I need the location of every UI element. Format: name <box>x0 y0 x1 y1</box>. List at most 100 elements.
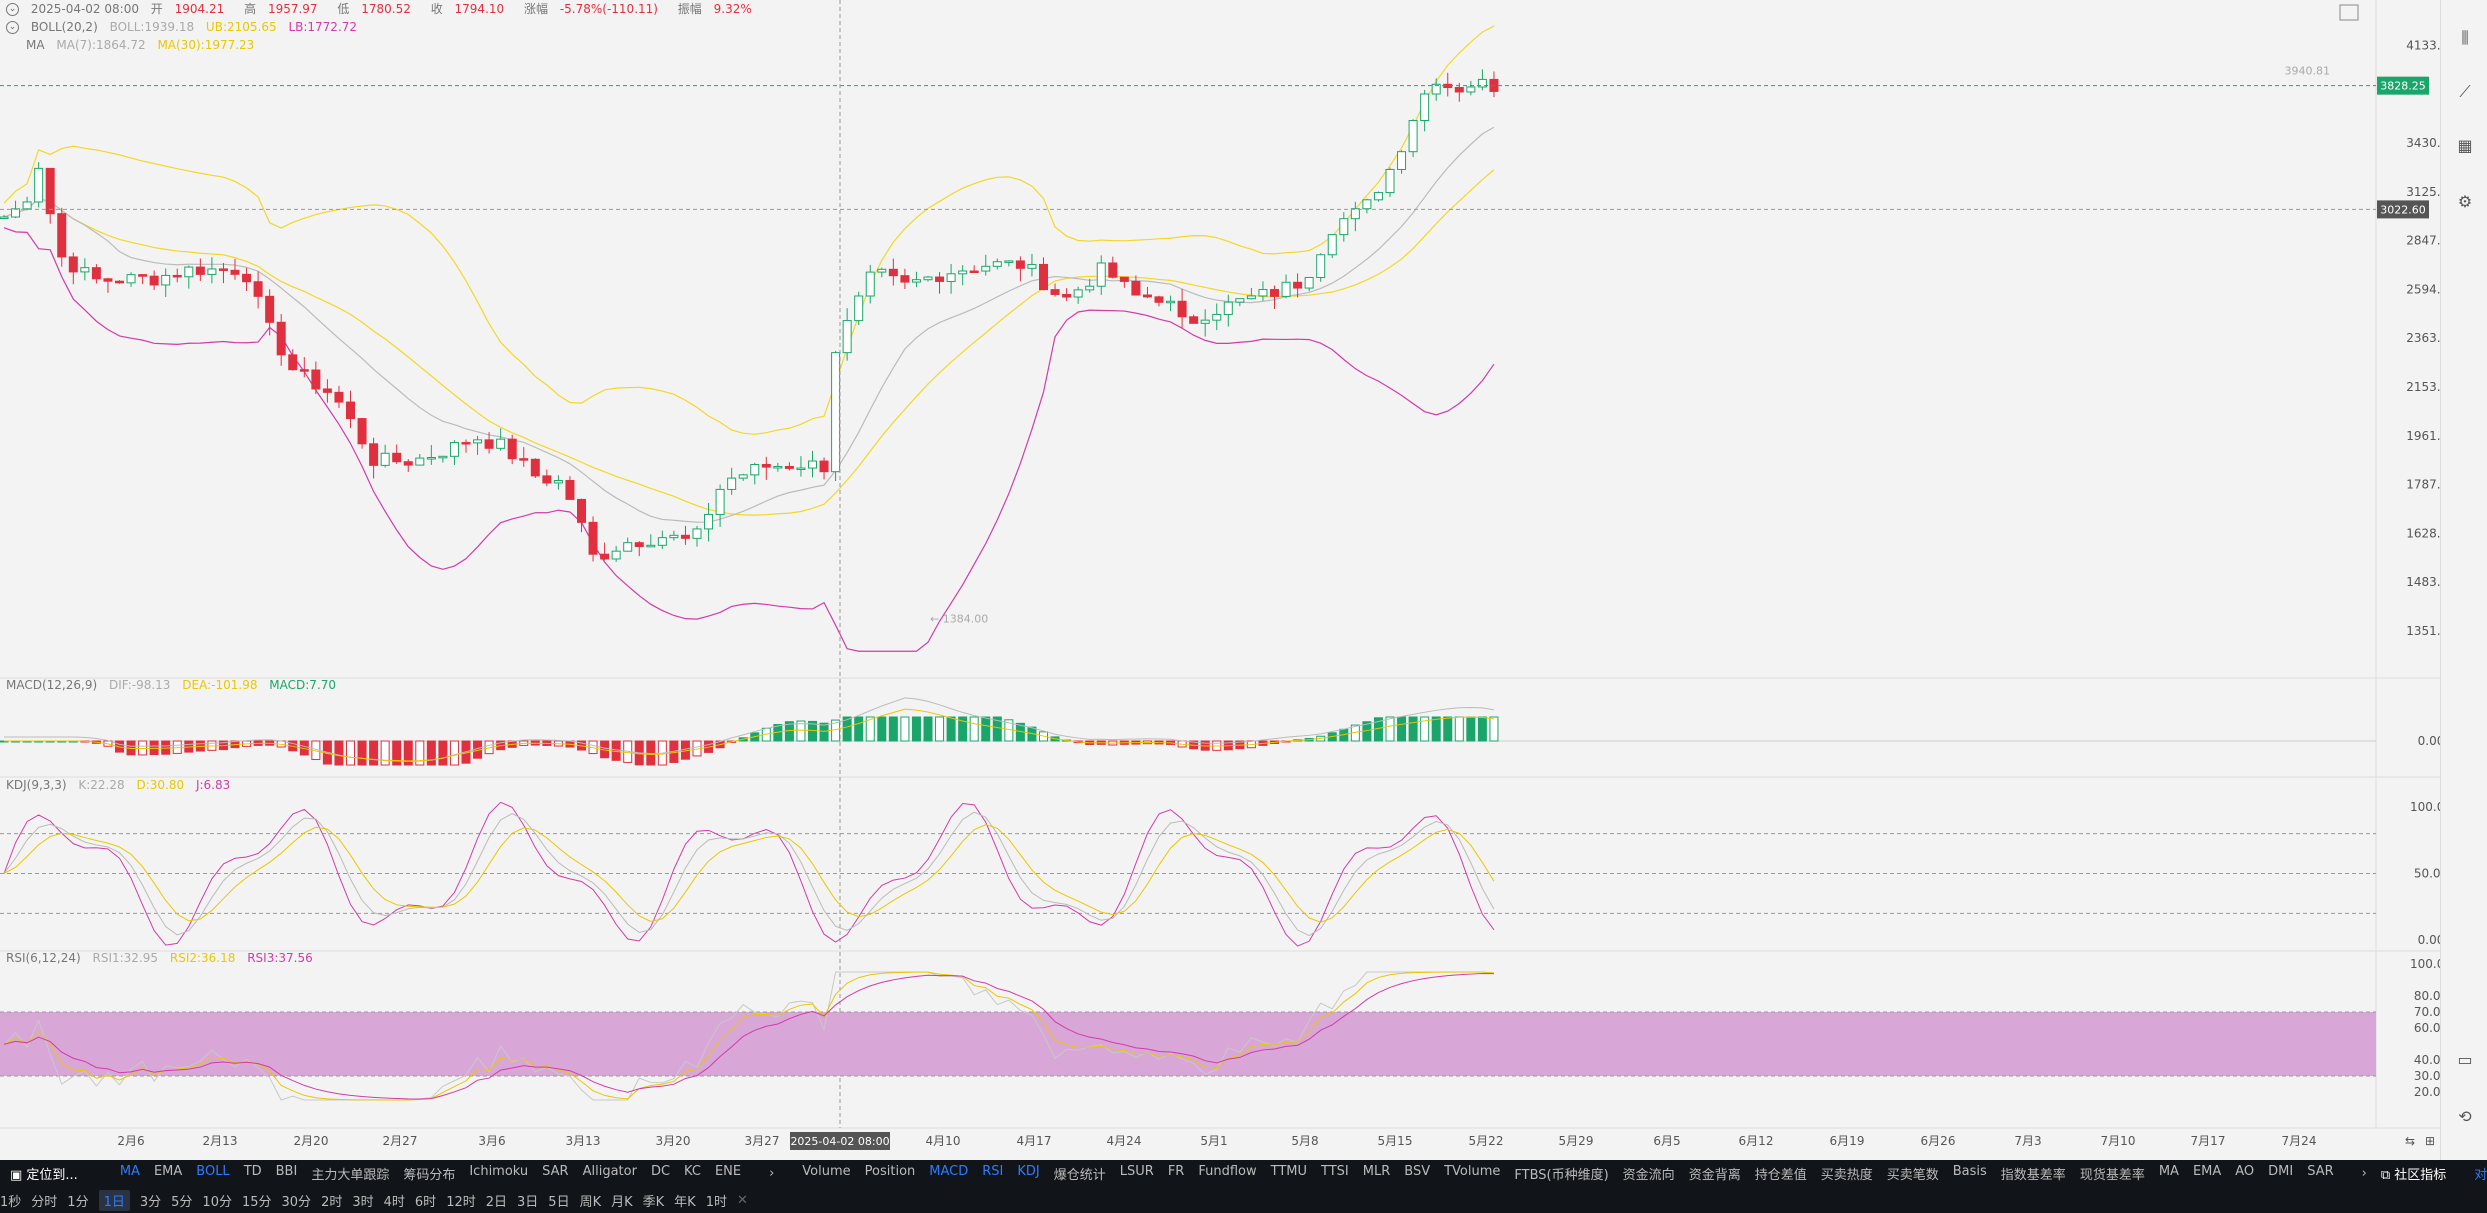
community-button[interactable]: ⧉ 社区指标 <box>2380 1167 2447 1183</box>
sub-indicator-tab[interactable]: AO <box>2235 1163 2255 1179</box>
sub-indicator-tab[interactable]: 资金流向 <box>1622 1167 1675 1183</box>
sub-indicator-tab[interactable]: EMA <box>2192 1163 2222 1179</box>
k-value: K:22.28 <box>78 778 125 792</box>
locate-label: 定位到... <box>26 1167 78 1183</box>
sub-indicator-tab[interactable]: MLR <box>1362 1163 1391 1179</box>
interval-tab[interactable]: 12时 <box>446 1194 476 1210</box>
sub-indicator-tab[interactable]: TTSI <box>1321 1163 1349 1179</box>
sub-indicator-tab[interactable]: FR <box>1167 1163 1185 1179</box>
interval-tab[interactable]: 3日 <box>517 1194 539 1210</box>
interval-tab[interactable]: 30分 <box>281 1194 312 1210</box>
sub-indicator-tab[interactable]: KDJ <box>1017 1163 1040 1179</box>
chart-area[interactable]: 4133.57 3430.88 3125.69 2847.64 2594.33 2363.… <box>0 0 2440 1160</box>
more-sub-icon[interactable]: › <box>2361 1165 2367 1181</box>
main-indicator-tab[interactable]: TD <box>243 1163 262 1179</box>
candle-body <box>1431 83 1441 95</box>
candle-body <box>1004 260 1014 263</box>
sub-indicator-tab[interactable]: 爆仓统计 <box>1053 1167 1106 1183</box>
main-indicator-tab[interactable]: Alligator <box>582 1163 637 1179</box>
sub-indicator-tab[interactable]: Fundflow <box>1198 1163 1257 1179</box>
interval-tab[interactable]: 年K <box>674 1194 696 1210</box>
sub-indicator-tab[interactable]: BSV <box>1404 1163 1431 1179</box>
sub-indicator-tab[interactable]: MACD <box>929 1163 969 1179</box>
interval-tab[interactable]: 3分 <box>139 1194 162 1210</box>
chart-canvas[interactable]: 4133.57 3430.88 3125.69 2847.64 2594.33 2363.… <box>0 0 2440 1160</box>
ma-name[interactable]: MA <box>26 38 45 52</box>
macd-name[interactable]: MACD(12,26,9) <box>6 678 98 692</box>
main-indicator-tab[interactable]: DC <box>650 1163 671 1179</box>
settings-icon[interactable]: ⚙ <box>2457 192 2473 211</box>
interval-tab[interactable]: 2时 <box>321 1194 343 1210</box>
main-indicator-tab[interactable]: BBI <box>275 1163 298 1179</box>
sub-indicator-tab[interactable]: FTBS(币种维度) <box>1514 1167 1609 1183</box>
sub-indicator-tab[interactable]: 买卖热度 <box>1820 1167 1873 1183</box>
close-icon[interactable]: ✕ <box>736 1192 748 1208</box>
interval-tab[interactable]: 2日 <box>485 1194 508 1210</box>
sub-indicator-tab[interactable]: 资金背离 <box>1688 1167 1741 1183</box>
candle-body <box>1362 199 1372 210</box>
main-indicator-tab[interactable]: MA <box>119 1163 140 1179</box>
sub-indicator-tab[interactable]: RSI <box>982 1163 1004 1179</box>
main-indicator-tab[interactable]: SAR <box>542 1163 569 1179</box>
interval-tab[interactable]: 周K <box>579 1194 602 1210</box>
interval-tab[interactable]: 6时 <box>414 1194 437 1210</box>
interval-tab[interactable]: 季K <box>642 1194 665 1210</box>
main-indicator-tab[interactable]: 筹码分布 <box>403 1167 456 1183</box>
history-icon[interactable]: ⟲ <box>2458 1107 2472 1126</box>
sub-indicator-tab[interactable]: SAR <box>2307 1163 2334 1179</box>
sub-indicator-tab[interactable]: TTMU <box>1270 1163 1307 1179</box>
boll-ub: UB:2105.65 <box>205 20 277 34</box>
macd-bar <box>1466 716 1476 742</box>
candle-body <box>704 513 714 530</box>
sub-indicator-tab[interactable]: LSUR <box>1119 1163 1154 1179</box>
locate-button[interactable]: ▣ 定位到... <box>10 1167 78 1183</box>
boll-upper-line <box>3 25 1495 435</box>
interval-tab[interactable]: 5分 <box>171 1194 193 1210</box>
candle-body <box>380 452 390 466</box>
sub-indicator-tab[interactable]: DMI <box>2268 1163 2294 1179</box>
candle-body <box>126 274 136 284</box>
interval-tab[interactable]: 15分 <box>241 1194 272 1210</box>
interval-tab[interactable]: 4时 <box>383 1194 405 1210</box>
calculator-icon[interactable]: ▦ <box>2457 136 2473 155</box>
interval-tab[interactable]: 1分 <box>67 1194 89 1210</box>
interval-tab[interactable]: 1时 <box>705 1194 727 1210</box>
rsi-name[interactable]: RSI(6,12,24) <box>6 951 81 965</box>
candle-style-icon[interactable]: ⫼ <box>2461 28 2469 47</box>
sub-indicator-tab[interactable]: Volume <box>802 1163 851 1179</box>
main-indicator-tab[interactable]: 主力大单跟踪 <box>311 1167 390 1183</box>
more-main-icon[interactable]: › <box>769 1165 775 1181</box>
interval-tab[interactable]: 1秒 <box>0 1194 22 1210</box>
interval-tab[interactable]: 10分 <box>202 1194 232 1210</box>
candle-body <box>657 537 667 546</box>
sub-indicator-tab[interactable]: Position <box>864 1163 916 1179</box>
main-indicator-tab[interactable]: KC <box>684 1163 701 1179</box>
sub-indicator-tab[interactable]: 现货基差率 <box>2079 1167 2145 1183</box>
main-indicator-tab[interactable]: EMA <box>153 1163 183 1179</box>
layout-icon[interactable]: ▭ <box>2457 1050 2473 1069</box>
sub-indicator-tab[interactable]: 买卖笔数 <box>1886 1167 1939 1183</box>
interval-tab[interactable]: 分时 <box>31 1194 58 1210</box>
boll-name[interactable]: BOLL(20,2) <box>30 20 98 34</box>
indicator-icon[interactable]: ⟋ <box>2459 82 2471 101</box>
collapse-icon[interactable]: ⌄ <box>6 3 19 16</box>
j-line <box>3 801 1495 947</box>
collapse-icon[interactable]: ⌄ <box>6 21 19 34</box>
interval-tab[interactable]: 月K <box>611 1194 633 1210</box>
main-indicator-tab[interactable]: Ichimoku <box>469 1163 529 1179</box>
main-indicator-tab[interactable]: ENE <box>714 1163 742 1179</box>
sub-indicator-tab[interactable]: TVolume <box>1444 1163 1501 1179</box>
x-axis-label: 3月27 <box>745 1134 780 1148</box>
interval-tab[interactable]: 5日 <box>548 1194 570 1210</box>
main-indicator-tab[interactable]: BOLL <box>196 1163 230 1179</box>
macd-bar <box>1420 716 1430 742</box>
sub-indicator-tab[interactable]: 持仓差值 <box>1754 1167 1807 1183</box>
candle-body <box>1027 263 1037 269</box>
log-toggle[interactable]: 对数 <box>2474 1167 2487 1183</box>
sub-indicator-tab[interactable]: Basis <box>1952 1163 1987 1179</box>
kdj-name[interactable]: KDJ(9,3,3) <box>6 778 67 792</box>
interval-tab[interactable]: 3时 <box>352 1194 374 1210</box>
sub-indicator-tab[interactable]: 指数基差率 <box>2000 1167 2066 1183</box>
interval-tab[interactable]: 1日 <box>98 1189 130 1211</box>
sub-indicator-tab[interactable]: MA <box>2158 1163 2179 1179</box>
